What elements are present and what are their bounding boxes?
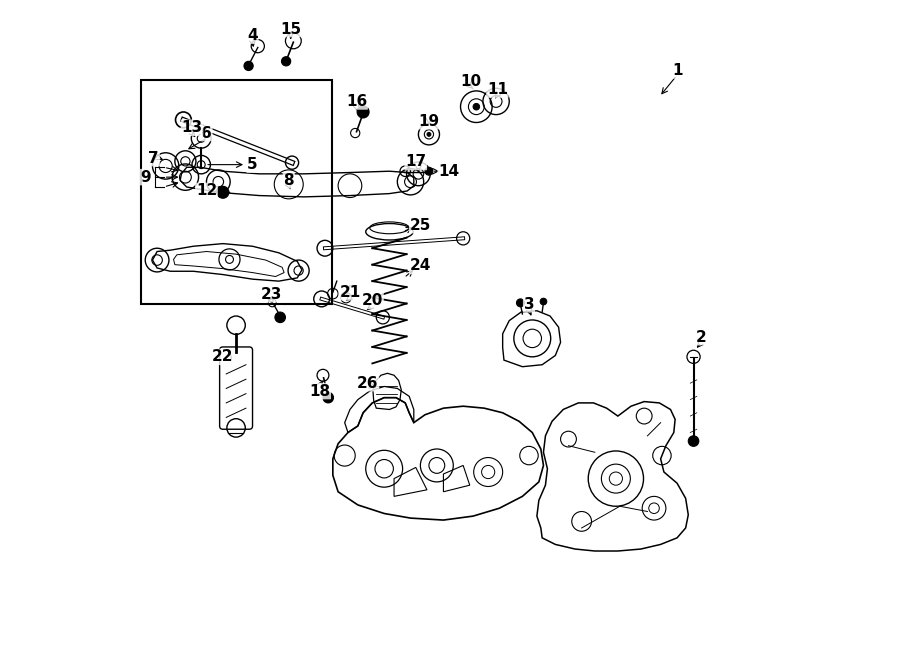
- Text: 21: 21: [339, 285, 361, 300]
- Circle shape: [282, 57, 291, 66]
- Text: 22: 22: [212, 349, 234, 364]
- Circle shape: [323, 393, 334, 403]
- Text: 15: 15: [280, 22, 302, 36]
- Circle shape: [427, 132, 431, 136]
- Circle shape: [425, 167, 433, 175]
- Circle shape: [217, 186, 229, 198]
- Text: 18: 18: [309, 383, 330, 399]
- Text: 17: 17: [405, 155, 427, 169]
- Circle shape: [473, 103, 480, 110]
- Text: 14: 14: [438, 164, 459, 178]
- Text: 8: 8: [284, 173, 294, 188]
- Circle shape: [688, 436, 698, 446]
- Text: 16: 16: [346, 94, 367, 109]
- Text: 9: 9: [140, 170, 151, 184]
- Text: 25: 25: [410, 217, 431, 233]
- Circle shape: [244, 61, 253, 71]
- Circle shape: [540, 298, 547, 305]
- Text: 26: 26: [357, 375, 379, 391]
- Text: 19: 19: [418, 114, 439, 129]
- Text: 5: 5: [248, 157, 257, 172]
- Text: 13: 13: [182, 120, 202, 136]
- Circle shape: [357, 106, 369, 118]
- Text: 6: 6: [201, 126, 212, 141]
- Circle shape: [274, 312, 285, 323]
- Text: 20: 20: [362, 293, 383, 309]
- Text: 23: 23: [260, 287, 282, 302]
- Text: 12: 12: [196, 184, 217, 198]
- Text: 24: 24: [410, 258, 431, 274]
- Text: 4: 4: [248, 28, 257, 43]
- Text: 2: 2: [696, 330, 706, 344]
- Text: 10: 10: [461, 74, 482, 89]
- Text: 11: 11: [487, 82, 508, 97]
- Circle shape: [517, 299, 525, 307]
- Bar: [140, 81, 331, 304]
- Text: 3: 3: [524, 297, 535, 312]
- Text: 7: 7: [148, 151, 159, 165]
- Text: 1: 1: [671, 63, 682, 78]
